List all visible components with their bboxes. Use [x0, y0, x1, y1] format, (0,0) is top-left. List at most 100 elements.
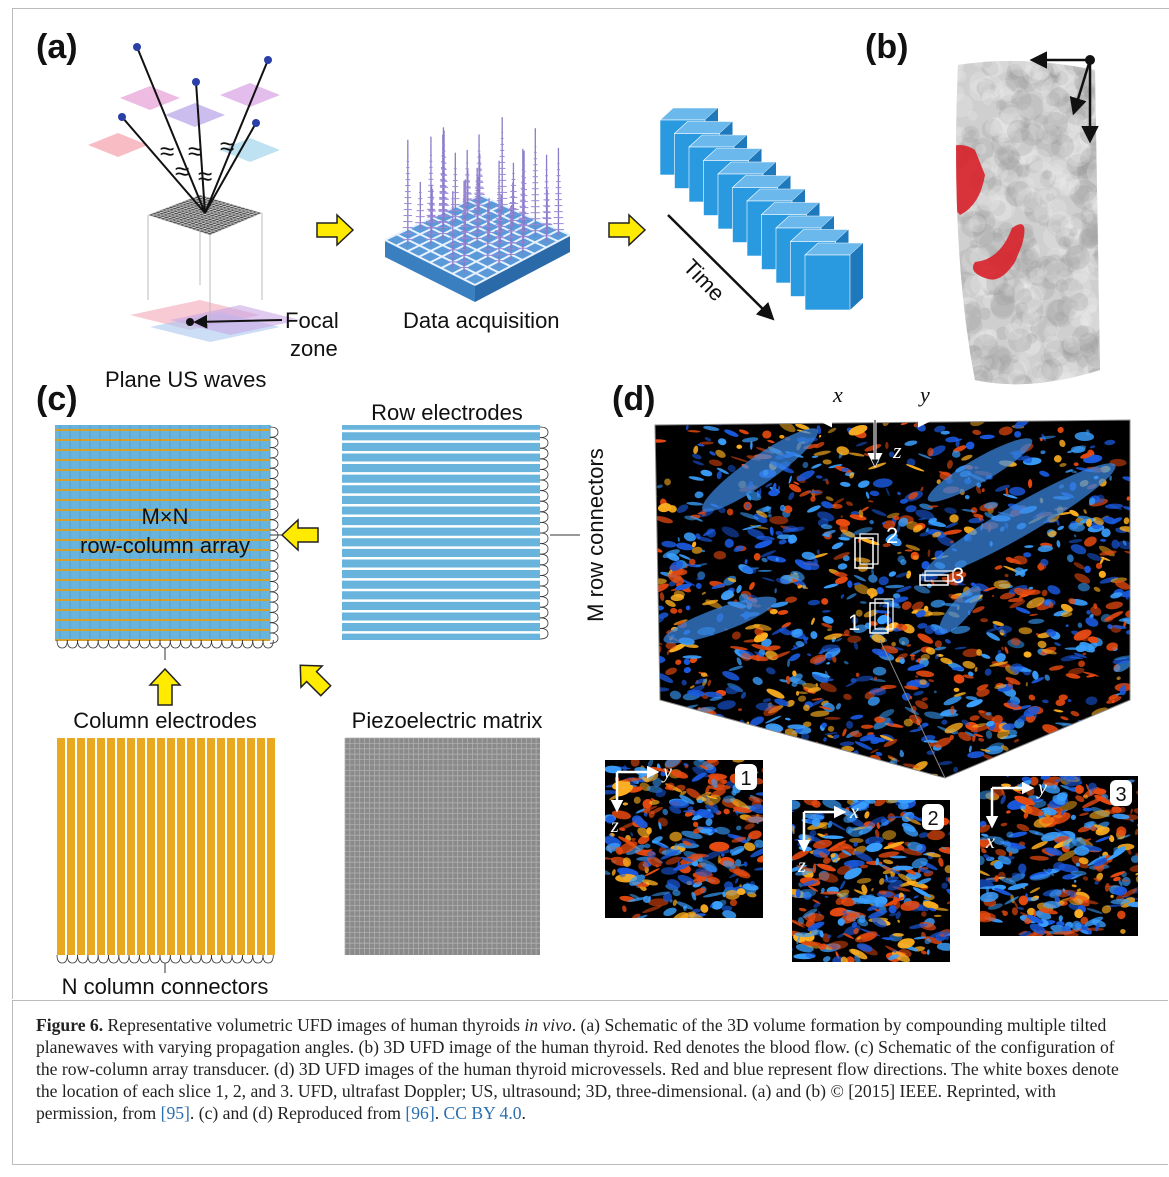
plane	[120, 86, 180, 110]
connector	[170, 640, 180, 648]
texture	[1098, 159, 1114, 175]
connector	[270, 520, 278, 530]
inset	[763, 786, 979, 977]
column-electrodes	[57, 738, 275, 973]
vessel	[682, 402, 689, 405]
vessel	[1071, 733, 1075, 737]
vessel	[1147, 614, 1152, 622]
axis-origin	[1085, 55, 1095, 65]
vessel	[1050, 744, 1055, 751]
vessel	[824, 753, 842, 764]
vessel	[1133, 613, 1141, 620]
label: M row connectors	[583, 448, 608, 622]
connector	[170, 955, 180, 963]
vessel	[637, 488, 651, 494]
connector	[270, 551, 278, 561]
reference-link[interactable]: [96]	[405, 1103, 434, 1123]
vessel	[756, 732, 768, 744]
column-electrode	[117, 738, 125, 955]
vessel	[855, 759, 862, 768]
vessel	[812, 381, 821, 389]
connector	[270, 448, 278, 458]
texture	[951, 376, 966, 391]
vessel	[930, 405, 945, 415]
vessel	[971, 811, 978, 820]
column-electrode	[77, 738, 85, 955]
texture	[1022, 310, 1040, 328]
vessel	[1086, 429, 1090, 435]
vessel	[697, 729, 700, 733]
vessel	[928, 412, 942, 421]
texture	[954, 379, 981, 406]
vessel	[1096, 942, 1109, 951]
vessel	[903, 774, 919, 779]
connector	[253, 955, 263, 963]
vessel	[963, 405, 984, 419]
frame-stack	[660, 108, 863, 318]
vessel	[824, 770, 841, 776]
texture	[1054, 311, 1064, 321]
caption-label: Figure 6.	[36, 1015, 103, 1035]
column-electrode	[97, 738, 105, 955]
license-link[interactable]: CC BY 4.0	[443, 1103, 521, 1123]
vessel	[1142, 787, 1160, 798]
texture	[1102, 140, 1112, 150]
column-electrode	[177, 738, 185, 955]
vessel	[1128, 768, 1132, 774]
squiggle: ≈	[160, 136, 174, 166]
vessel	[1088, 732, 1105, 741]
reference-link[interactable]: [95]	[161, 1103, 190, 1123]
connector	[540, 438, 548, 449]
connector	[109, 955, 119, 963]
vessel	[993, 389, 1001, 395]
connector	[270, 458, 278, 468]
vessel	[762, 393, 773, 404]
page: ≈≈≈≈≈ (a) Focal zone Plane US waves Data…	[0, 0, 1169, 1177]
connector	[129, 640, 139, 648]
connector	[191, 955, 201, 963]
column-electrode	[217, 738, 225, 955]
vessel	[751, 386, 766, 392]
vessel	[741, 367, 753, 375]
vessel	[652, 631, 656, 640]
piezo-matrix	[345, 738, 540, 955]
vessel	[687, 395, 697, 403]
electrode-bg	[342, 425, 540, 640]
connector	[540, 480, 548, 491]
vessel	[763, 903, 784, 920]
texture	[1027, 333, 1038, 344]
vessel	[841, 515, 843, 518]
texture	[1097, 185, 1105, 193]
texture	[1082, 378, 1108, 404]
vessel	[954, 831, 964, 841]
vessel	[783, 848, 789, 853]
vessel	[1048, 401, 1058, 408]
vessel	[603, 639, 613, 649]
connector	[222, 955, 232, 963]
vessel	[795, 389, 801, 397]
vessel	[1110, 762, 1119, 766]
connector	[270, 437, 278, 447]
vessel	[773, 793, 789, 806]
texture	[1099, 173, 1107, 181]
connector	[540, 586, 548, 597]
texture	[1048, 211, 1073, 236]
slice-number: 3	[1115, 784, 1126, 806]
vessel	[1141, 554, 1152, 564]
vessel	[837, 762, 849, 768]
vessel	[1094, 946, 1099, 951]
vessel	[695, 419, 698, 422]
vessel	[1151, 655, 1167, 665]
texture	[1082, 226, 1102, 246]
vessel	[1139, 530, 1148, 540]
vessel	[1013, 937, 1021, 944]
texture	[1017, 94, 1044, 121]
vessel	[1038, 412, 1050, 421]
texture	[1098, 379, 1109, 390]
vessel	[994, 767, 1001, 772]
texture	[1104, 121, 1114, 131]
texture	[1081, 373, 1093, 385]
texture	[954, 304, 982, 332]
texture	[944, 134, 955, 145]
vessel	[851, 779, 864, 789]
